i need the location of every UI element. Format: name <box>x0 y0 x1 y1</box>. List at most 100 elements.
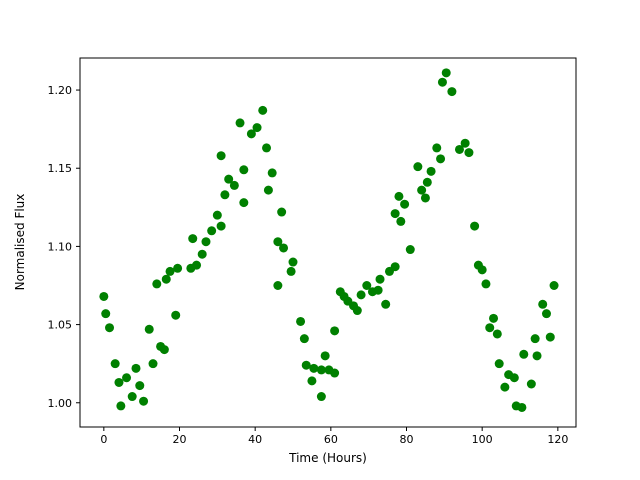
data-points <box>99 68 559 412</box>
data-point <box>224 174 234 184</box>
data-point <box>530 334 540 344</box>
x-tick-label: 60 <box>324 433 338 446</box>
data-point <box>460 138 470 148</box>
data-point <box>492 329 502 339</box>
data-point <box>330 326 340 336</box>
data-point <box>437 77 447 87</box>
data-point <box>188 234 198 244</box>
data-point <box>436 154 446 164</box>
data-point <box>161 274 171 284</box>
x-tick-label: 0 <box>100 433 107 446</box>
data-point <box>252 123 262 133</box>
data-point <box>517 402 527 412</box>
data-point <box>464 148 474 158</box>
data-point <box>541 309 551 319</box>
data-point <box>519 349 529 359</box>
x-tick-label: 20 <box>173 433 187 446</box>
data-point <box>422 177 432 187</box>
data-point <box>362 280 372 290</box>
data-point <box>273 280 283 290</box>
data-point <box>509 373 519 383</box>
data-point <box>122 373 132 383</box>
y-tick-label: 1.00 <box>48 397 73 410</box>
data-point <box>316 392 326 402</box>
data-point <box>105 323 115 333</box>
data-point <box>197 249 207 259</box>
data-point <box>477 265 487 275</box>
data-point <box>494 359 504 369</box>
data-point <box>316 365 326 375</box>
data-point <box>390 262 400 272</box>
data-point <box>373 285 383 295</box>
data-point <box>420 193 430 203</box>
data-point <box>288 257 298 267</box>
data-point <box>239 165 249 175</box>
data-point <box>441 68 451 78</box>
data-point <box>258 105 268 115</box>
y-tick-label: 1.10 <box>48 240 73 253</box>
data-point <box>101 309 111 319</box>
x-tick-label: 40 <box>248 433 262 446</box>
data-point <box>229 180 239 190</box>
data-point <box>538 299 548 309</box>
data-point <box>481 279 491 289</box>
data-point <box>144 324 154 334</box>
data-point <box>216 151 226 161</box>
data-point <box>413 162 423 172</box>
data-point <box>159 345 169 355</box>
data-point <box>375 274 385 284</box>
x-tick-label: 100 <box>472 433 493 446</box>
data-point <box>286 266 296 276</box>
data-point <box>526 379 536 389</box>
data-point <box>114 377 124 387</box>
data-point <box>239 198 249 208</box>
x-tick-label: 80 <box>400 433 414 446</box>
data-point <box>470 221 480 231</box>
data-point <box>396 216 406 226</box>
data-point <box>165 266 175 276</box>
data-point <box>131 363 141 373</box>
y-tick-label: 1.15 <box>48 162 73 175</box>
data-point <box>235 118 245 128</box>
data-point <box>330 368 340 378</box>
data-point <box>489 313 499 323</box>
data-point <box>352 306 362 316</box>
y-axis-ticks: 1.00 1.05 1.10 1.15 1.20 <box>48 84 80 410</box>
data-point <box>296 316 306 326</box>
data-point <box>277 207 287 217</box>
data-point <box>216 221 226 231</box>
data-point <box>381 299 391 309</box>
x-axis-ticks: 0 20 40 60 80 100 120 <box>100 427 568 446</box>
data-point <box>545 332 555 342</box>
data-point <box>299 334 309 344</box>
data-point <box>171 310 181 320</box>
data-point <box>447 87 457 97</box>
data-point <box>432 143 442 153</box>
data-point <box>454 144 464 154</box>
data-point <box>207 226 217 236</box>
data-point <box>320 351 330 361</box>
y-tick-label: 1.05 <box>48 319 73 332</box>
data-point <box>267 168 277 178</box>
data-point <box>152 279 162 289</box>
y-axis-label: Normalised Flux <box>13 194 27 291</box>
data-point <box>405 245 415 255</box>
data-point <box>356 290 366 300</box>
data-point <box>212 210 222 220</box>
data-point <box>201 237 211 247</box>
data-point <box>279 243 289 253</box>
data-point <box>485 323 495 333</box>
data-point <box>99 291 109 301</box>
x-axis-label: Time (Hours) <box>288 451 367 465</box>
data-point <box>426 166 436 176</box>
data-point <box>309 363 319 373</box>
data-point <box>273 237 283 247</box>
x-tick-label: 120 <box>547 433 568 446</box>
data-point <box>192 260 202 270</box>
data-point <box>173 263 183 273</box>
data-point <box>139 396 149 406</box>
data-point <box>246 129 256 139</box>
data-point <box>116 401 126 411</box>
y-tick-label: 1.20 <box>48 84 73 97</box>
